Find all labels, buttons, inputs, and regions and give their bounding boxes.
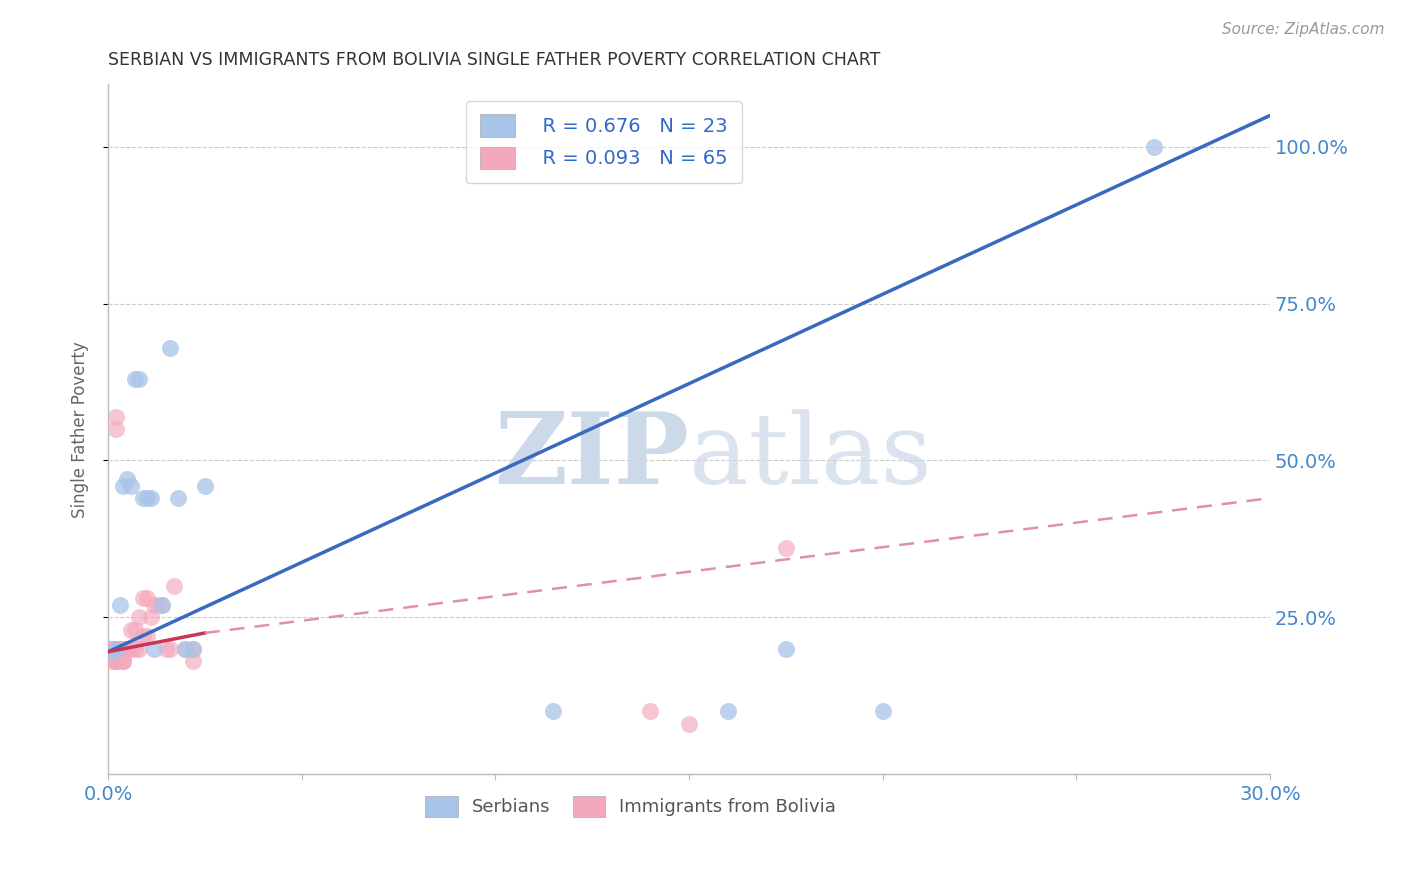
Y-axis label: Single Father Poverty: Single Father Poverty [72,341,89,517]
Point [132,591,155,606]
Point [155,641,177,656]
Point [638,705,661,719]
Point [717,705,740,719]
Point [104,409,127,424]
Point [104,641,127,656]
Point [159,341,181,355]
Point [139,610,162,624]
Point [174,641,197,656]
Point [112,641,135,656]
Point [101,641,124,656]
Point [1143,140,1166,154]
Point [124,641,146,656]
Point [104,641,127,656]
Point [194,478,217,492]
Point [108,641,131,656]
Point [108,641,131,656]
Text: atlas: atlas [689,409,932,505]
Point [101,641,124,656]
Point [112,641,135,656]
Point [101,645,124,659]
Point [181,641,204,656]
Point [166,491,188,505]
Point [150,598,173,612]
Point [143,641,166,656]
Point [135,491,157,505]
Point [101,645,124,659]
Point [101,645,124,659]
Point [101,654,124,668]
Point [117,641,139,656]
Point [108,641,131,656]
Point [124,623,146,637]
Point [104,641,127,656]
Point [104,641,127,656]
Point [101,645,124,659]
Point [104,654,127,668]
Point [159,641,181,656]
Point [117,641,139,656]
Text: SERBIAN VS IMMIGRANTS FROM BOLIVIA SINGLE FATHER POVERTY CORRELATION CHART: SERBIAN VS IMMIGRANTS FROM BOLIVIA SINGL… [108,51,880,69]
Point [128,372,150,386]
Point [108,641,131,656]
Point [104,654,127,668]
Point [124,372,146,386]
Point [101,641,124,656]
Point [104,641,127,656]
Point [117,472,139,486]
Point [112,641,135,656]
Point [104,654,127,668]
Point [120,623,142,637]
Point [128,641,150,656]
Point [120,641,142,656]
Point [104,641,127,656]
Point [117,641,139,656]
Point [139,491,162,505]
Point [112,641,135,656]
Point [108,641,131,656]
Point [143,598,166,612]
Point [108,598,131,612]
Point [135,629,157,643]
Point [101,641,124,656]
Point [135,591,157,606]
Point [148,598,170,612]
Point [120,478,142,492]
Text: ZIP: ZIP [494,409,689,505]
Point [543,705,565,719]
Point [775,541,797,556]
Point [775,641,797,656]
Legend: Serbians, Immigrants from Bolivia: Serbians, Immigrants from Bolivia [418,789,844,823]
Point [163,579,186,593]
Point [108,641,131,656]
Point [132,629,155,643]
Point [128,610,150,624]
Point [150,598,173,612]
Point [112,654,135,668]
Point [112,641,135,656]
Point [872,705,894,719]
Point [101,645,124,659]
Point [101,641,124,656]
Point [104,654,127,668]
Point [174,641,197,656]
Point [181,654,204,668]
Point [112,654,135,668]
Point [101,641,124,656]
Point [108,641,131,656]
Point [181,641,204,656]
Point [112,478,135,492]
Point [104,422,127,436]
Point [132,491,155,505]
Point [117,641,139,656]
Point [678,717,700,731]
Point [112,654,135,668]
Text: Source: ZipAtlas.com: Source: ZipAtlas.com [1222,22,1385,37]
Point [117,641,139,656]
